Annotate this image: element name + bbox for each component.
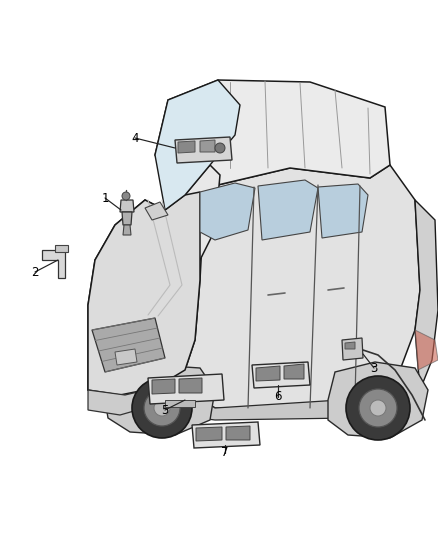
Polygon shape [155, 80, 390, 188]
Polygon shape [88, 260, 170, 395]
Circle shape [144, 390, 180, 426]
Polygon shape [95, 165, 220, 320]
Polygon shape [148, 374, 224, 404]
Polygon shape [92, 318, 165, 372]
Polygon shape [155, 80, 240, 210]
Circle shape [370, 400, 386, 416]
Circle shape [132, 378, 192, 438]
Circle shape [359, 389, 397, 427]
Polygon shape [105, 365, 215, 435]
Polygon shape [415, 200, 438, 390]
Polygon shape [200, 183, 255, 240]
Circle shape [215, 143, 225, 153]
Polygon shape [155, 370, 395, 420]
Text: 3: 3 [370, 361, 378, 375]
Polygon shape [192, 422, 260, 448]
Polygon shape [123, 225, 131, 235]
Polygon shape [196, 427, 222, 441]
Polygon shape [200, 140, 215, 152]
Polygon shape [122, 212, 132, 225]
Text: 1: 1 [101, 191, 109, 205]
Polygon shape [145, 202, 168, 220]
Polygon shape [165, 400, 195, 407]
Text: 4: 4 [131, 132, 139, 144]
Text: 6: 6 [274, 391, 282, 403]
Text: 7: 7 [221, 447, 229, 459]
Polygon shape [345, 342, 355, 349]
Polygon shape [415, 330, 438, 370]
Polygon shape [256, 366, 280, 381]
Polygon shape [179, 378, 202, 393]
Circle shape [122, 192, 130, 200]
Polygon shape [284, 364, 304, 379]
Polygon shape [178, 141, 195, 153]
Polygon shape [328, 362, 428, 438]
Polygon shape [120, 200, 134, 212]
Polygon shape [88, 388, 155, 415]
Polygon shape [252, 362, 310, 388]
Text: 2: 2 [31, 265, 39, 279]
Polygon shape [42, 250, 65, 278]
Polygon shape [258, 180, 318, 240]
Polygon shape [185, 165, 420, 408]
Polygon shape [226, 426, 250, 440]
Polygon shape [115, 349, 137, 365]
Polygon shape [152, 379, 175, 394]
Polygon shape [55, 245, 68, 252]
Circle shape [346, 376, 410, 440]
Polygon shape [318, 184, 368, 238]
Circle shape [154, 400, 170, 416]
Polygon shape [175, 137, 232, 163]
Polygon shape [342, 338, 363, 360]
Text: 5: 5 [161, 403, 169, 416]
Polygon shape [88, 192, 200, 395]
